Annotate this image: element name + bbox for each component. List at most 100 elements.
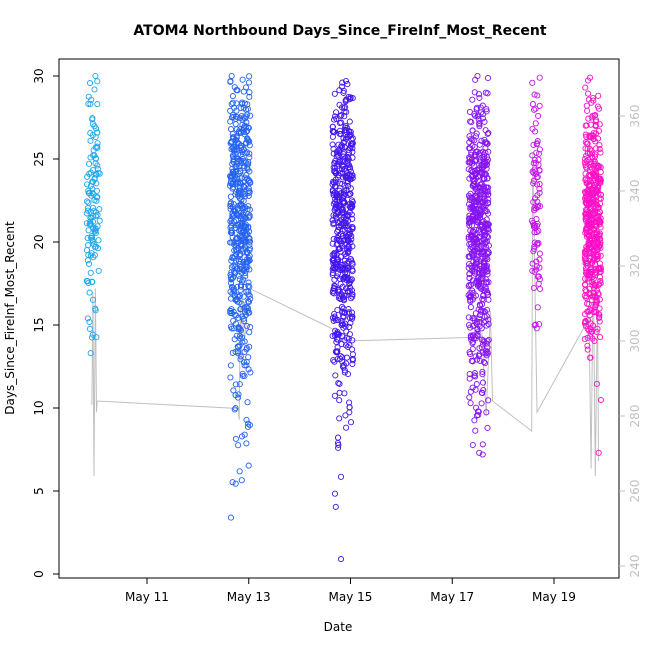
x-tick-label: May 19 <box>532 590 576 604</box>
data-point <box>589 282 596 289</box>
data-point <box>531 245 538 252</box>
data-point <box>89 278 96 286</box>
data-point <box>85 227 92 234</box>
data-point <box>239 76 246 83</box>
data-point <box>466 194 473 201</box>
data-point <box>482 350 489 357</box>
data-point <box>233 107 240 114</box>
data-point <box>480 386 487 394</box>
data-point <box>86 318 93 325</box>
data-point <box>91 228 99 235</box>
data-point <box>247 178 254 186</box>
data-point <box>336 101 343 108</box>
data-point <box>227 362 234 369</box>
data-point <box>340 275 347 282</box>
data-point <box>473 240 480 247</box>
data-point <box>349 215 356 222</box>
data-point <box>472 133 480 140</box>
data-point <box>85 260 93 267</box>
data-point <box>476 315 483 322</box>
data-point <box>596 265 603 272</box>
data-point <box>236 179 243 186</box>
data-point <box>535 150 542 157</box>
data-point <box>339 180 346 188</box>
data-point <box>593 187 600 194</box>
data-point <box>530 141 537 148</box>
data-point <box>346 399 353 406</box>
data-point <box>479 349 486 356</box>
data-point <box>583 257 590 264</box>
plot-frame <box>58 58 620 579</box>
data-point <box>332 372 339 379</box>
data-point <box>583 201 590 208</box>
data-point <box>483 184 490 191</box>
data-point <box>532 321 539 328</box>
data-point <box>533 205 540 212</box>
data-point <box>471 417 478 424</box>
data-point <box>343 354 350 361</box>
data-point <box>237 353 244 360</box>
data-point <box>474 329 481 336</box>
data-point <box>227 107 234 114</box>
data-point <box>534 173 541 180</box>
data-point <box>465 321 473 329</box>
data-point <box>482 279 490 286</box>
data-point <box>229 479 236 486</box>
data-point <box>234 87 241 94</box>
data-point <box>345 191 352 199</box>
data-point <box>467 304 474 311</box>
data-point <box>530 180 537 187</box>
data-point <box>348 295 355 302</box>
data-point <box>334 306 341 314</box>
data-point <box>92 72 99 80</box>
data-point <box>597 252 604 259</box>
data-point <box>479 451 486 458</box>
data-point <box>587 333 594 340</box>
data-point <box>532 120 539 127</box>
data-point <box>471 261 478 269</box>
data-point <box>480 358 487 366</box>
data-point <box>230 308 237 315</box>
data-point <box>596 274 604 281</box>
data-point <box>480 319 488 326</box>
data-point <box>584 177 591 184</box>
data-point <box>340 135 347 142</box>
data-point <box>230 134 237 141</box>
data-point <box>95 237 102 244</box>
data-point <box>229 93 236 100</box>
data-point <box>92 225 99 232</box>
data-point <box>348 204 355 212</box>
data-point <box>89 296 97 303</box>
secondary-y-axis: 240 260 280 300 320 340 360 <box>619 105 642 577</box>
data-point <box>594 246 601 253</box>
data-point <box>330 178 337 185</box>
data-point <box>474 318 481 325</box>
data-point <box>93 187 100 194</box>
data-point <box>593 201 600 208</box>
data-point <box>240 276 247 283</box>
data-point <box>334 434 342 441</box>
data-point <box>237 180 244 187</box>
data-point <box>479 269 486 276</box>
data-point <box>530 177 537 184</box>
data-point <box>484 338 491 345</box>
data-point <box>472 112 479 119</box>
data-point <box>339 266 347 273</box>
data-point <box>470 199 477 206</box>
data-point <box>329 123 336 130</box>
data-point <box>586 235 593 242</box>
data-point <box>483 409 490 416</box>
data-point <box>529 101 536 108</box>
data-point <box>233 295 240 303</box>
data-point <box>465 159 472 166</box>
data-point <box>238 219 246 226</box>
data-point <box>86 325 93 333</box>
data-point <box>592 222 599 229</box>
data-point <box>234 292 241 299</box>
data-point <box>581 336 588 343</box>
data-point <box>331 90 338 97</box>
data-point <box>533 181 541 188</box>
data-point <box>582 281 589 288</box>
data-point <box>244 136 251 143</box>
data-point <box>334 349 341 356</box>
